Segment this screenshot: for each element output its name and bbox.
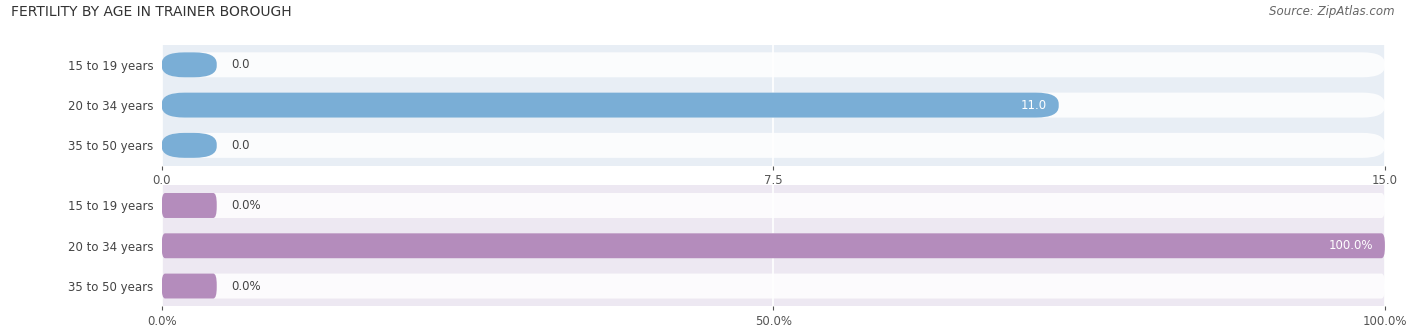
FancyBboxPatch shape <box>162 233 1385 258</box>
FancyBboxPatch shape <box>162 93 1385 118</box>
FancyBboxPatch shape <box>162 133 1385 158</box>
FancyBboxPatch shape <box>162 52 217 77</box>
FancyBboxPatch shape <box>162 193 1385 218</box>
Text: 11.0: 11.0 <box>1021 99 1046 112</box>
Text: Source: ZipAtlas.com: Source: ZipAtlas.com <box>1270 5 1395 18</box>
Text: 0.0%: 0.0% <box>232 280 262 293</box>
Text: 0.0: 0.0 <box>232 139 250 152</box>
FancyBboxPatch shape <box>162 233 1385 258</box>
FancyBboxPatch shape <box>162 273 217 299</box>
Text: FERTILITY BY AGE IN TRAINER BOROUGH: FERTILITY BY AGE IN TRAINER BOROUGH <box>11 5 292 19</box>
FancyBboxPatch shape <box>162 52 1385 77</box>
Text: 0.0%: 0.0% <box>232 199 262 212</box>
FancyBboxPatch shape <box>162 133 217 158</box>
Text: 0.0: 0.0 <box>232 58 250 71</box>
FancyBboxPatch shape <box>162 273 1385 299</box>
FancyBboxPatch shape <box>162 193 217 218</box>
FancyBboxPatch shape <box>162 93 1059 118</box>
Text: 100.0%: 100.0% <box>1329 239 1372 252</box>
